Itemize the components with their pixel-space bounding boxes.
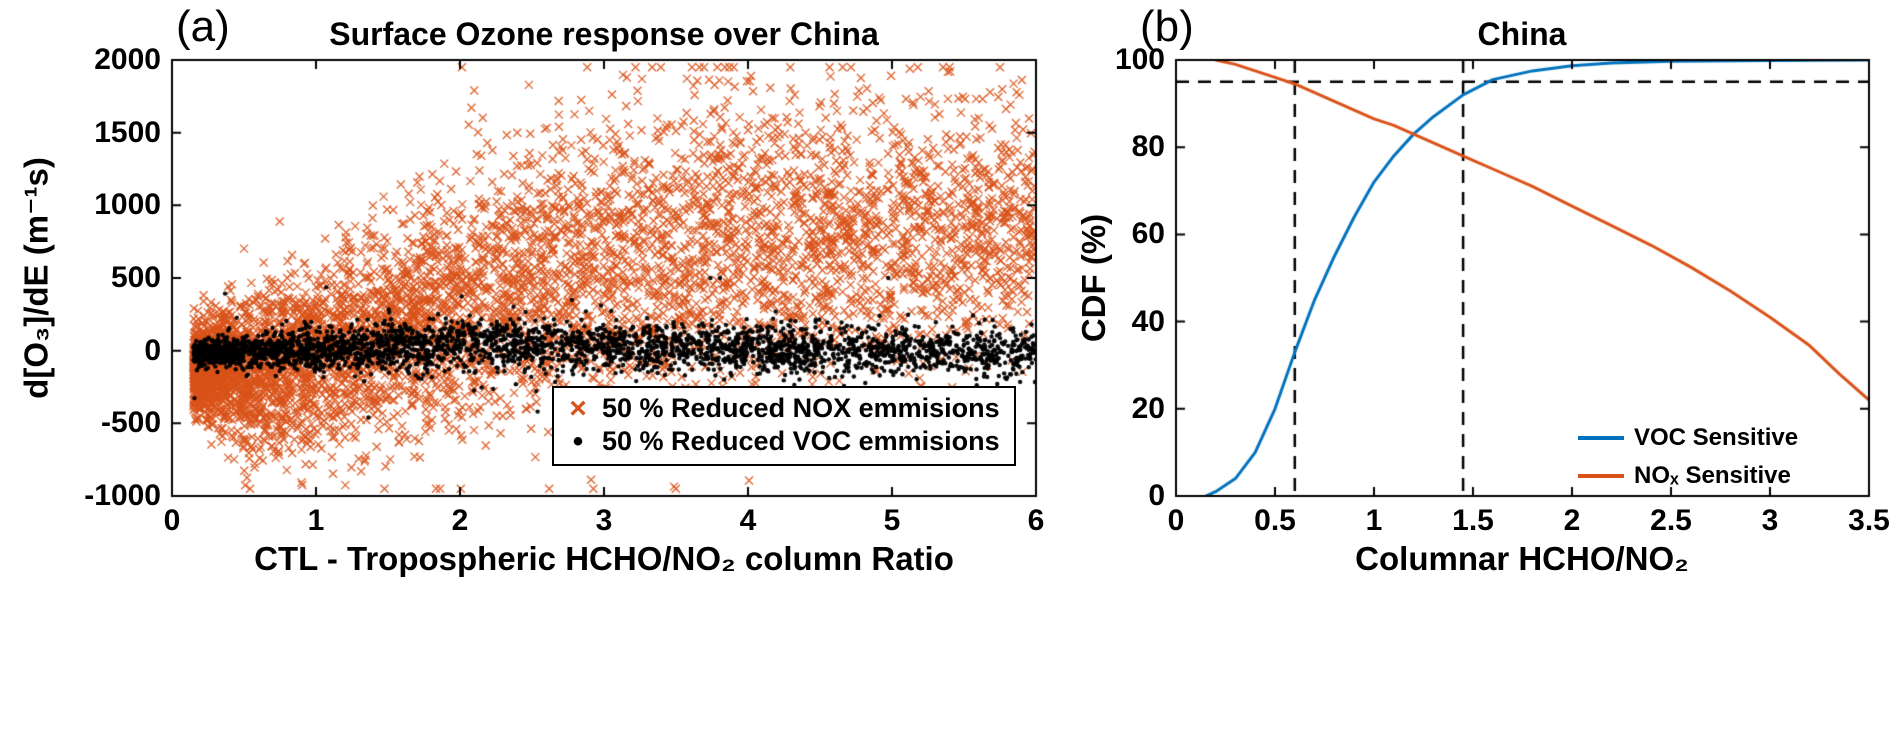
y-tick-label: 0: [1148, 479, 1165, 512]
x-tick-label: 6: [1027, 504, 1045, 537]
legend-entry-voc: • 50 % Reduced VOC emmisions: [564, 426, 1000, 457]
x-tick-label: 0: [163, 504, 181, 537]
legend-entry-nox: × 50 % Reduced NOX emmisions: [564, 391, 1000, 425]
panel-b-title: China: [1477, 16, 1567, 52]
x-tick-label: 2: [1563, 504, 1581, 537]
y-tick-label: 2000: [94, 43, 161, 76]
legend-label-nox-sensitive: NOₓ Sensitive: [1634, 462, 1791, 489]
legend-label-nox: 50 % Reduced NOX emmisions: [602, 393, 1000, 423]
nox-line-sample-icon: [1578, 474, 1624, 478]
x-tick-label: 1: [307, 504, 325, 537]
legend-panel-a: × 50 % Reduced NOX emmisions • 50 % Redu…: [552, 386, 1016, 466]
dot-marker-icon: •: [572, 424, 584, 458]
y-tick-label: 40: [1131, 304, 1165, 338]
x-tick-label: 1.5: [1452, 504, 1494, 537]
panel-a-ylabel: d[O₃]/dE (m⁻¹s): [17, 157, 55, 399]
x-tick-label: 3: [595, 504, 613, 537]
panel-a-title: Surface Ozone response over China: [329, 16, 879, 52]
y-tick-label: -500: [100, 406, 161, 440]
voc-line-sample-icon: [1578, 436, 1624, 440]
panel-a-tag: (a): [176, 2, 230, 51]
y-tick-label: 100: [1114, 43, 1165, 76]
x-tick-label: 4: [739, 504, 757, 537]
x-marker-icon: ×: [569, 391, 587, 425]
panel-b-ylabel: CDF (%): [1075, 213, 1112, 343]
y-tick-label: 500: [110, 261, 161, 294]
y-tick-label: 1000: [94, 188, 161, 222]
y-tick-label: 80: [1131, 130, 1165, 164]
panel-b-tag: (b): [1140, 2, 1194, 51]
legend-entry-voc-sensitive: VOC Sensitive: [1578, 424, 1798, 452]
x-tick-label: 0.5: [1254, 504, 1296, 537]
panel-b-xlabel: Columnar HCHO/NO₂: [1355, 540, 1689, 577]
x-tick-label: 2: [451, 504, 469, 537]
x-tick-label: 2.5: [1650, 504, 1692, 537]
x-tick-label: 3.5: [1848, 504, 1890, 537]
y-tick-label: 20: [1131, 391, 1165, 425]
y-tick-label: 60: [1131, 217, 1165, 251]
x-tick-label: 3: [1761, 504, 1779, 537]
legend-label-voc-sensitive: VOC Sensitive: [1634, 424, 1799, 451]
panel-a-xlabel: CTL - Tropospheric HCHO/NO₂ column Ratio: [254, 540, 954, 577]
x-tick-label: 1: [1365, 504, 1383, 537]
x-tick-label: 5: [883, 504, 901, 537]
x-tick-label: 0: [1167, 504, 1185, 537]
y-tick-label: -1000: [84, 479, 161, 512]
legend-entry-nox-sensitive: NOₓ Sensitive: [1578, 462, 1798, 490]
y-tick-label: 1500: [94, 115, 161, 149]
y-tick-label: 0: [144, 333, 161, 367]
legend-panel-b: VOC Sensitive NOₓ Sensitive: [1578, 424, 1798, 490]
legend-label-voc: 50 % Reduced VOC emmisions: [602, 426, 1000, 456]
